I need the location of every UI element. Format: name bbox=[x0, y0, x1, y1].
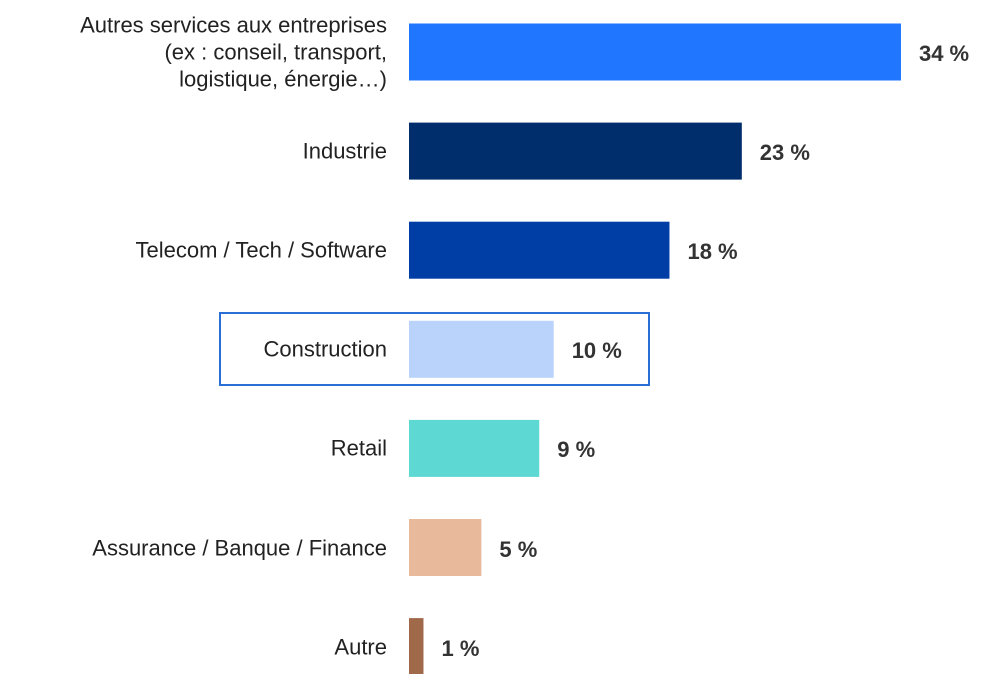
value-label: 1 % bbox=[441, 635, 480, 661]
bar bbox=[409, 419, 540, 477]
bar bbox=[409, 320, 554, 378]
category-label: Retail bbox=[330, 435, 387, 461]
category-label: Assurance / Banque / Finance bbox=[92, 535, 387, 560]
highlight-box bbox=[219, 312, 650, 386]
category-label: Autres services aux entreprises (ex : co… bbox=[80, 12, 387, 92]
bar bbox=[409, 122, 742, 180]
value-label: 23 % bbox=[759, 140, 810, 166]
category-label: Telecom / Tech / Software bbox=[135, 237, 388, 263]
bar bbox=[409, 519, 482, 576]
category-label: Autre bbox=[334, 634, 387, 660]
value-label: 9 % bbox=[557, 437, 596, 463]
value-label: 34 % bbox=[918, 41, 970, 66]
value-label: 5 % bbox=[499, 536, 538, 562]
bar bbox=[409, 23, 901, 81]
bar bbox=[409, 221, 670, 279]
category-label: Industrie bbox=[302, 138, 387, 164]
value-label: 10 % bbox=[571, 338, 622, 364]
bar bbox=[409, 618, 424, 674]
category-label: Construction bbox=[263, 336, 387, 362]
value-label: 18 % bbox=[687, 239, 738, 265]
